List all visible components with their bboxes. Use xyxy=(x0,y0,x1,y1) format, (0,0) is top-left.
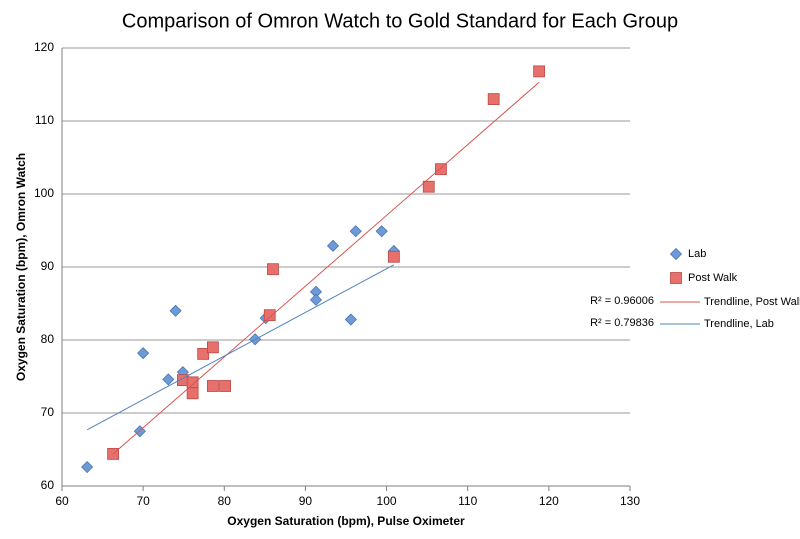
data-point xyxy=(309,293,323,306)
legend-label: Trendline, Lab xyxy=(704,318,774,330)
legend-marker xyxy=(670,272,682,284)
trendline xyxy=(112,81,540,455)
x-tick-label: 120 xyxy=(539,494,559,508)
x-tick-label: 60 xyxy=(55,494,69,508)
data-point xyxy=(81,460,94,474)
data-point xyxy=(207,380,219,392)
data-point xyxy=(207,341,219,354)
y-tick-label: 90 xyxy=(41,259,55,273)
y-axis-label: Oxygen Saturation (bpm), Omron Watch xyxy=(14,153,28,381)
data-point xyxy=(533,65,546,78)
data-point xyxy=(169,304,182,317)
y-tick-label: 100 xyxy=(34,186,54,200)
legend-label: Post Walk xyxy=(688,272,738,284)
y-tick-label: 60 xyxy=(41,478,55,492)
legend-marker xyxy=(669,247,683,261)
data-point xyxy=(349,225,362,238)
data-point xyxy=(487,93,500,105)
data-point xyxy=(387,250,400,263)
x-tick-label: 90 xyxy=(299,494,313,508)
data-point xyxy=(344,313,357,326)
x-tick-label: 110 xyxy=(458,494,477,508)
x-tick-label: 130 xyxy=(620,494,640,508)
trendline xyxy=(86,264,395,431)
y-tick-label: 80 xyxy=(41,332,55,346)
data-point xyxy=(137,347,150,360)
x-axis-label: Oxygen Saturation (bpm), Pulse Oximeter xyxy=(227,514,465,528)
data-point xyxy=(435,163,447,176)
legend-label: Lab xyxy=(688,248,706,260)
x-tick-label: 100 xyxy=(377,494,397,508)
y-tick-label: 120 xyxy=(34,40,54,54)
data-point xyxy=(263,309,276,322)
data-point xyxy=(375,225,388,238)
data-point xyxy=(186,376,199,389)
data-point xyxy=(197,347,210,360)
y-tick-label: 110 xyxy=(35,113,54,127)
data-point xyxy=(219,380,231,392)
data-point xyxy=(267,263,279,276)
x-tick-label: 70 xyxy=(136,494,150,508)
r-squared-label: R² = 0.79836 xyxy=(590,317,654,329)
data-point xyxy=(326,239,340,252)
y-tick-label: 70 xyxy=(41,405,55,419)
data-point xyxy=(186,387,199,400)
x-tick-label: 80 xyxy=(218,494,232,508)
data-point xyxy=(162,373,175,386)
chart-title: Comparison of Omron Watch to Gold Standa… xyxy=(122,10,678,32)
legend-label: Trendline, Post Walk xyxy=(704,296,800,308)
data-point xyxy=(422,180,435,193)
r-squared-label: R² = 0.96006 xyxy=(590,295,654,307)
